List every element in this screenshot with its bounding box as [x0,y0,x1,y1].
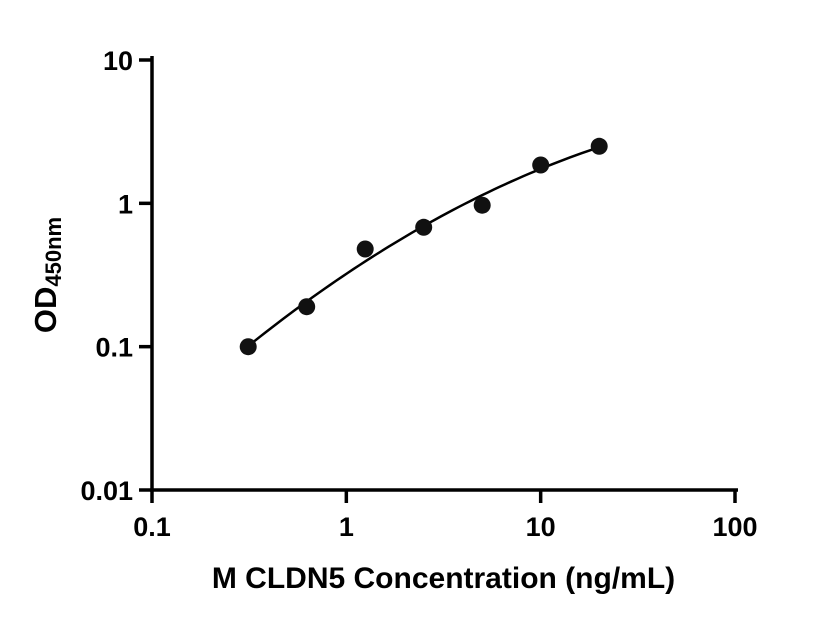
data-point [356,240,374,258]
x-axis-label: M CLDN5 Concentration (ng/mL) [211,562,676,595]
y-axis-label: OD450nm [28,216,66,334]
y-tick-label: 1 [118,189,133,219]
y-tick-label: 0.01 [80,476,133,506]
data-point [239,338,257,356]
x-tick-label: 1 [339,512,354,542]
y-tick-label: 0.1 [95,333,133,363]
y-axis-label-main: OD [28,286,63,334]
y-axis-label-subscript: 450nm [41,216,66,287]
y-tick-label: 10 [103,46,133,76]
data-point [532,156,550,174]
data-point [415,218,433,236]
data-point [590,137,608,155]
x-tick-label: 100 [712,512,757,542]
data-point [298,298,316,316]
fit-curve [247,146,600,348]
x-tick-label: 0.1 [133,512,171,542]
data-point [473,196,491,214]
x-tick-label: 10 [526,512,556,542]
